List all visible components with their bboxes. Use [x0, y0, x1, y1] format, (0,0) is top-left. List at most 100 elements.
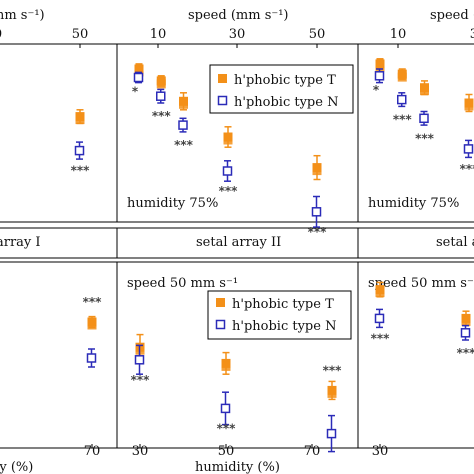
marker-N-top-middle-0	[133, 72, 144, 83]
point-top-middle-s0-2	[179, 92, 188, 111]
strip-frame	[0, 227, 474, 259]
significance-top-middle-1: ***	[152, 109, 172, 123]
marker-T-shadow-top-right-3	[464, 101, 474, 111]
legend-top-swatch-N	[217, 95, 228, 106]
bottom-right-annotation: speed 50 mm s⁻¹	[368, 276, 474, 291]
legend-bottom-swatch-T	[216, 298, 225, 307]
marker-N-bottom-right-0	[374, 313, 385, 324]
marker-N-top-middle-1	[156, 91, 166, 101]
point-top-left-s1-0	[74, 141, 85, 160]
top-middle-xlabel: speed (mm s⁻¹)	[188, 8, 289, 23]
tick-label-top-middle-2: 50	[309, 27, 326, 42]
top-right-annotation: humidity 75%	[368, 196, 459, 211]
significance-top-left-0: ***	[71, 164, 91, 178]
tick-label-bottom-middle-0: 30	[132, 444, 149, 459]
marker-N-top-right-3	[463, 144, 474, 154]
point-top-middle-s0-1	[156, 75, 166, 89]
data-marks: ************************* ***************…	[71, 58, 474, 453]
point-bottom-middle-s0-1	[221, 351, 231, 375]
tick-label-top-middle-1: 30	[229, 27, 246, 42]
panel-annotations: humidity 75% humidity 75% speed 50 mm s⁻…	[127, 196, 474, 291]
tick-label-top-middle-0: 10	[150, 27, 167, 42]
marker-N-bottom-right-1	[460, 328, 471, 338]
marker-T-shadow-top-middle-4	[312, 166, 322, 176]
marker-N-top-left-0	[74, 145, 85, 156]
marker-T-shadow-bottom-left-0	[87, 320, 97, 330]
marker-N-top-right-0	[374, 71, 385, 81]
significance-bottom-middle-1: ***	[217, 421, 237, 435]
legend-bottom-label-T: h'phobic type T	[232, 297, 334, 312]
marker-N-top-right-2	[419, 113, 429, 124]
marker-T-shadow-top-middle-3	[223, 135, 233, 145]
point-top-right-s1-1	[397, 92, 407, 108]
marker-N-bottom-middle-1	[220, 403, 231, 414]
marker-T-shadow-top-left-0	[75, 115, 85, 125]
marker-N-top-middle-4	[311, 207, 322, 217]
significance-top-right-3: ***	[460, 162, 474, 176]
point-bottom-right-s1-1	[460, 324, 471, 341]
bottom-row-frame	[0, 261, 474, 449]
tick-label-top-right-1: 30	[470, 27, 474, 42]
point-top-middle-s1-0	[133, 71, 144, 84]
point-bottom-left-s1-0	[86, 348, 97, 368]
point-bottom-middle-s1-2	[326, 414, 337, 453]
significance-top-right-1: ***	[393, 113, 413, 127]
legend-top-swatch-T	[218, 74, 227, 83]
significance-bottom-middle-2: ***	[323, 363, 343, 377]
strip-labels: array I setal array II setal a	[0, 235, 474, 250]
marker-N-top-right-1	[397, 94, 407, 105]
marker-T-shadow-top-middle-1	[156, 79, 166, 89]
point-top-right-s0-3	[464, 93, 474, 113]
marker-N-top-middle-2	[178, 120, 188, 130]
tick-label-top-left-0: 0	[0, 27, 2, 42]
point-top-middle-s1-2	[178, 117, 188, 133]
point-bottom-middle-s1-1	[220, 391, 231, 426]
marker-T-shadow-bottom-middle-2	[327, 388, 337, 398]
point-top-middle-s0-4	[312, 154, 322, 181]
point-bottom-left-s0-0	[87, 315, 97, 330]
significance-top-middle-4: ***	[308, 225, 328, 239]
significance-top-middle-2: ***	[174, 138, 194, 152]
legend-bottom-box	[207, 290, 352, 340]
bottom-middle-xlabel: humidity (%)	[195, 460, 280, 474]
legend-top-label-N: h'phobic type N	[234, 95, 338, 110]
marker-T-shadow-bottom-middle-1	[221, 361, 231, 371]
tick-label-bottom-right-0: 30	[372, 444, 389, 459]
point-top-right-s0-2	[420, 80, 429, 96]
marker-N-top-middle-3	[222, 166, 233, 176]
top-left-xlabel: mm s⁻¹)	[0, 8, 45, 23]
strip-right-label: setal a	[436, 235, 474, 250]
significance-bottom-left-0: ***	[83, 295, 103, 309]
legend-top-box	[209, 64, 354, 114]
point-bottom-middle-s1-0	[134, 344, 145, 375]
point-bottom-right-s0-1	[461, 310, 471, 327]
bottom-left-xlabel: ity (%)	[0, 460, 33, 474]
tick-label-bottom-left-0: 70	[84, 444, 101, 459]
point-top-middle-s1-4	[311, 195, 322, 228]
top-middle-annotation: humidity 75%	[127, 196, 218, 211]
point-bottom-right-s1-0	[374, 308, 385, 329]
point-top-middle-s1-1	[156, 88, 166, 104]
point-top-right-s1-2	[419, 110, 429, 126]
marker-T-shadow-top-right-1	[397, 72, 407, 82]
marker-N-bottom-middle-0	[134, 355, 145, 365]
point-top-right-s0-1	[397, 68, 407, 82]
point-bottom-middle-s0-2	[327, 380, 337, 401]
marker-T-shadow-bottom-right-0	[375, 288, 385, 298]
significance-top-middle-0: *	[132, 85, 139, 99]
tick-label-top-right-0: 10	[390, 27, 407, 42]
legend-bottom-label-N: h'phobic type N	[232, 319, 336, 334]
strip-left-label: array I	[0, 235, 41, 250]
marker-N-bottom-middle-2	[326, 428, 337, 439]
marker-N-bottom-left-0	[86, 353, 97, 363]
significance-bottom-right-1: ***	[457, 346, 474, 360]
legend-top-label-T: h'phobic type T	[234, 73, 336, 88]
tick-label-bottom-middle-2: 70	[304, 444, 321, 459]
tick-label-bottom-middle-1: 50	[218, 444, 235, 459]
marker-T-shadow-top-middle-2	[179, 99, 188, 109]
point-top-middle-s0-3	[223, 126, 233, 148]
legends: h'phobic type T h'phobic type N h'phobic…	[207, 64, 354, 340]
point-top-right-s1-3	[463, 139, 474, 159]
point-bottom-right-s0-0	[375, 281, 385, 298]
